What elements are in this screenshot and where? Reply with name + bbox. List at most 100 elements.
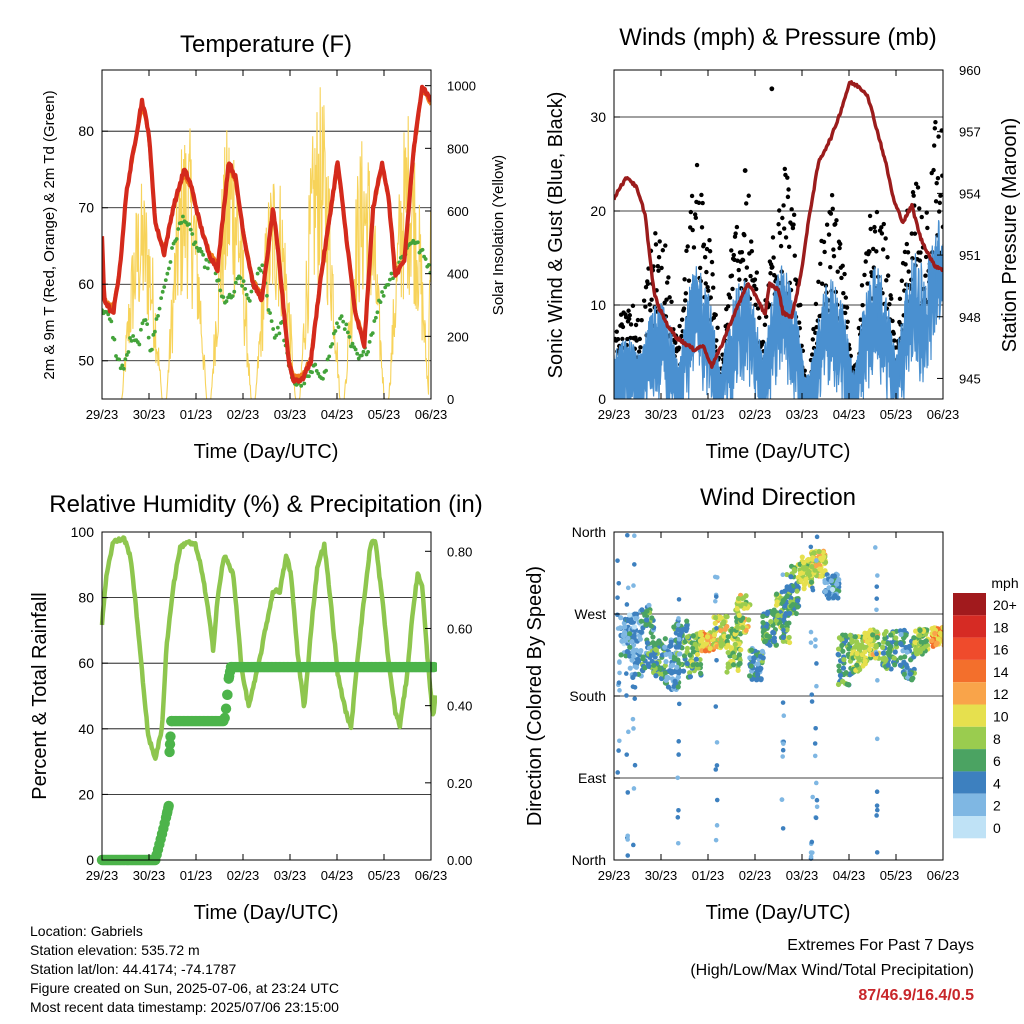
temperature-y2-tick-label: 0 <box>447 392 454 407</box>
direction-point <box>631 624 638 630</box>
direction-point <box>854 651 860 657</box>
gust-point <box>884 278 889 283</box>
direction-point <box>631 786 637 791</box>
gust-point <box>887 302 892 307</box>
gust-point <box>713 312 718 318</box>
direction-point <box>717 614 724 620</box>
dewpoint-point <box>233 280 238 285</box>
gust-point <box>635 317 641 323</box>
direction-point <box>617 688 622 693</box>
gust-point <box>792 253 797 258</box>
direction-point <box>780 747 786 753</box>
direction-x-tick-label: 30/23 <box>645 868 678 883</box>
gust-point <box>835 269 840 274</box>
gust-point <box>697 265 703 271</box>
legend-label: 14 <box>993 664 1009 680</box>
direction-point <box>835 646 842 652</box>
dewpoint-point <box>325 357 330 362</box>
gust-point <box>768 271 773 276</box>
direction-point <box>735 667 741 673</box>
direction-point <box>768 618 774 625</box>
gust-point <box>883 236 888 241</box>
gust-point <box>915 185 921 190</box>
dewpoint-point <box>255 271 260 276</box>
gust-point <box>729 248 734 253</box>
gust-point <box>734 224 740 230</box>
direction-point <box>617 738 622 744</box>
wind-x-tick-label: 29/23 <box>598 407 631 422</box>
gust-point <box>620 324 626 330</box>
dewpoint-point <box>162 285 167 289</box>
gust-point <box>633 322 639 328</box>
sonic-wind-band <box>614 220 943 399</box>
gust-point <box>923 254 929 260</box>
direction-x-tick-label: 01/23 <box>692 868 725 883</box>
gust-point <box>684 248 689 254</box>
gust-point <box>892 338 897 343</box>
dewpoint-point <box>124 353 129 357</box>
gust-point <box>888 293 893 298</box>
dewpoint-point <box>112 337 117 342</box>
direction-point <box>780 634 787 640</box>
gust-point <box>810 352 815 357</box>
dewpoint-point <box>199 249 204 254</box>
direction-point <box>901 659 907 665</box>
gust-point <box>903 262 908 267</box>
wind-x-tick-label: 04/23 <box>833 407 866 422</box>
direction-point <box>849 639 855 645</box>
gust-point <box>681 306 687 311</box>
temperature-y2-tick-label: 800 <box>447 141 469 156</box>
direction-point <box>704 634 711 640</box>
humidity-title: Relative Humidity (%) & Precipitation (i… <box>49 491 482 518</box>
humidity-x-tick-label: 04/23 <box>321 868 354 883</box>
humidity-y-tick-label: 0 <box>86 852 94 868</box>
dewpoint-point <box>266 308 271 312</box>
direction-point <box>676 807 681 813</box>
gust-point <box>752 283 757 288</box>
legend-title: mph <box>991 575 1018 591</box>
direction-point <box>616 680 622 686</box>
direction-point <box>701 641 707 647</box>
gust-point <box>840 263 845 268</box>
gust-point <box>831 253 837 259</box>
gust-point <box>923 273 928 278</box>
gust-point <box>909 231 914 236</box>
direction-frame <box>613 531 944 861</box>
humidity-y2-tick-label: 0.80 <box>447 544 472 559</box>
direction-point <box>615 558 620 563</box>
dewpoint-point <box>347 335 352 339</box>
dewpoint-point <box>160 289 165 294</box>
gust-point <box>934 180 939 186</box>
gust-point <box>679 333 684 339</box>
legend-swatch <box>953 793 986 816</box>
gust-point <box>641 298 647 303</box>
gust-point <box>917 258 923 263</box>
direction-point <box>904 649 910 655</box>
gust-point <box>791 212 797 218</box>
direction-point <box>760 620 766 626</box>
direction-point <box>898 640 904 647</box>
direction-y-tick-label: North <box>572 852 606 868</box>
temperature-y2-tick-label: 400 <box>447 267 469 282</box>
gust-point <box>749 248 755 254</box>
direction-point <box>836 635 843 641</box>
direction-point <box>867 646 873 653</box>
gust-point <box>856 325 862 331</box>
gust-point <box>653 242 659 247</box>
gust-point <box>872 229 878 234</box>
direction-point <box>662 644 668 650</box>
direction-point <box>844 681 850 687</box>
gust-point <box>917 206 922 211</box>
gust-point <box>729 273 735 278</box>
direction-point <box>732 641 738 647</box>
direction-point <box>812 567 818 573</box>
direction-point <box>808 854 814 859</box>
dewpoint-point <box>202 265 207 270</box>
direction-point <box>625 532 630 538</box>
direction-point <box>906 643 912 650</box>
direction-point <box>631 842 636 848</box>
gust-point <box>669 299 674 304</box>
direction-point <box>854 662 860 668</box>
direction-point <box>782 603 788 609</box>
direction-point <box>675 622 681 628</box>
